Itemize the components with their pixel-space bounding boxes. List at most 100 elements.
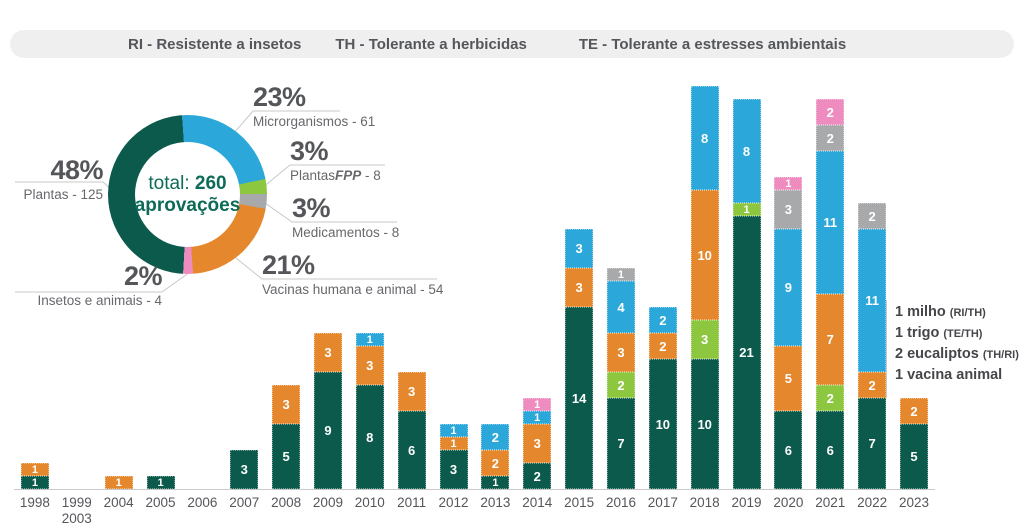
bar-slot-2019: 21 1 8 [726,86,768,489]
bar-segment: 5 [272,424,301,489]
bar-segment: 2 [481,424,510,450]
year-label: 2023 [898,495,929,510]
bar-segment: 11 [858,229,887,372]
bar-segment: 3 [313,333,342,372]
bar-value-label: 5 [282,449,290,464]
year-label: 2017 [647,495,678,510]
bar-segment: 1 [146,476,175,489]
bar-segment: 1 [20,463,49,476]
bar-segment: 3 [690,320,719,359]
bar-value-label: 5 [784,371,792,386]
year-label: 2018 [689,495,720,510]
bar-segment: 3 [565,229,594,268]
stacked-bar: 1 [146,476,175,489]
bar-value-label: 8 [701,130,709,146]
bar-value-label: 3 [533,436,541,451]
donut-text-microrganismos: Microrganismos - 61 [253,114,376,129]
bar-value-label: 6 [408,442,416,458]
donut-label-plantas: 48% Plantas - 125 [8,156,103,202]
bar-segment: 1 [523,398,552,411]
bar-segment: 3 [230,450,259,489]
donut-label-microrganismos: 23% Microrganismos - 61 [253,83,375,129]
bar-value-label: 3 [366,358,374,373]
bar-value-label: 1 [492,476,499,489]
bar-value-label: 5 [910,449,918,464]
bar-segment: 10 [690,359,719,489]
bar-slot-2013: 1 2 2 [474,86,516,489]
bar-slot-2004: 1 [98,86,140,489]
bar-value-label: 7 [868,436,876,451]
bar-value-label: 2 [491,429,499,445]
year-label: 2007 [229,495,260,510]
donut-text-vacinas: Vacinas humana e animal - 54 [262,282,444,297]
bar-segment: 5 [899,424,928,489]
bar-segment: 8 [732,99,761,203]
donut-total-value: 260 [194,172,227,194]
bar-slot-1999 [56,86,98,489]
bar-value-label: 2 [491,455,499,471]
bar-slot-2007: 3 [223,86,265,489]
bar-value-label: 2 [659,312,667,328]
donut-pct-plantas-fpp: 3% [290,136,329,166]
bar-segment: 2 [816,385,845,411]
bar-value-label: 1 [785,177,792,190]
year-label: 2006 [187,495,218,510]
bar-segment: 1 [606,268,635,281]
donut-text-plantas-fpp: PlantasFPP - 8 [290,168,381,183]
bar-value-label: 8 [366,429,374,445]
bar-segment: 1 [355,333,384,346]
bar-slot-2022: 7 2 11 2 [851,86,893,489]
year-label: 2015 [564,495,595,510]
year-label: 2022 [857,495,888,510]
bar-value-label: 1 [743,203,750,216]
bar-value-label: 1 [617,268,625,281]
bar-segment: 2 [816,125,845,151]
bar-segment: 5 [774,346,803,411]
bar-value-label: 2 [659,338,667,354]
stacked-bar: 7 2 3 4 1 [606,268,635,489]
bar-segment: 1 [439,437,468,450]
year-label: 2005 [145,495,176,510]
annotation-tag: (TE/TH) [943,328,983,340]
bar-slot-2006 [181,86,223,489]
donut-chart: total: 260 aprovações [108,115,267,274]
bar-slot-2005: 1 [140,86,182,489]
bar-segment: 21 [732,216,761,489]
bar-segment: 1 [104,476,133,489]
bar-chart: 1 1 1 1 3 5 3 9 3 8 3 1 6 3 3 1 1 1 2 2 2 3 1 1 14 3 3 7 2 3 4 1 10 2 2 10 3… [14,86,935,527]
bar-segment: 2 [523,463,552,489]
bar-segment: 3 [523,424,552,463]
stacked-bar: 1 2 2 [481,424,510,489]
bar-slot-2015: 14 3 3 [558,86,600,489]
bar-segment: 8 [355,385,384,489]
bar-slot-2021: 6 2 7 11 2 2 [809,86,851,489]
bar-value-label: 1 [534,398,541,411]
bars-row: 1 1 1 1 3 5 3 9 3 8 3 1 6 3 3 1 1 1 2 2 2 3 1 1 14 3 3 7 2 3 4 1 10 2 2 10 3… [14,86,935,489]
bar-segment: 1 [774,177,803,190]
bar-value-label: 2 [826,130,834,146]
bar-value-label: 1 [157,476,164,489]
donut-pct-microrganismos: 23% [253,82,306,112]
bar-value-label: 6 [826,442,834,458]
annotation-line: 2 eucaliptos (TH/RI) [895,346,1019,362]
stacked-bar: 8 3 1 [355,333,384,489]
year-label: 2014 [522,495,553,510]
bar-segment: 1 [439,424,468,437]
legend-item-te: TE - Tolerante a estresses ambientais [578,35,847,53]
bar-segment: 3 [439,450,468,489]
donut-pct-plantas: 48% [50,155,103,185]
bar-value-label: 1 [534,411,541,424]
bar-segment: 1 [732,203,761,216]
bar-value-label: 3 [575,241,583,256]
bar-segment: 3 [272,385,301,424]
bar-value-label: 2 [910,403,918,419]
year-label: 2012 [438,495,469,510]
bar-value-label: 8 [742,143,751,159]
year-label: 1998 [19,495,50,510]
